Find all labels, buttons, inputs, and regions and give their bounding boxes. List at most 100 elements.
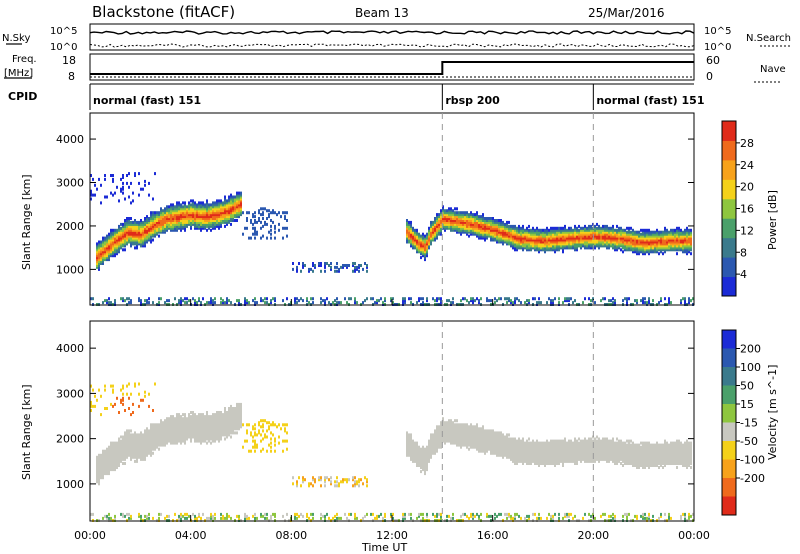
power-cell: [224, 211, 226, 215]
power-cell: [96, 246, 98, 250]
power-cell: [484, 236, 486, 240]
power-cell: [622, 234, 624, 238]
velocity-cell: [432, 433, 434, 437]
power-cell: [186, 220, 188, 224]
velocity-cell: [366, 480, 368, 484]
power-cell: [224, 224, 226, 228]
power-cell: [678, 228, 680, 232]
power-cell: [128, 217, 130, 220]
velocity-cell: [158, 443, 160, 447]
power-cell: [192, 201, 194, 205]
power-cell: [222, 211, 224, 215]
velocity-cell: [430, 443, 432, 447]
power-cell: [168, 226, 170, 230]
power-cell: [124, 232, 126, 236]
power-cell: [416, 242, 418, 246]
velocity-cell: [112, 443, 114, 447]
power-cell: [494, 219, 496, 222]
power-cell: [116, 240, 118, 244]
power-cell: [104, 254, 106, 258]
velocity-cell: [156, 425, 158, 429]
power-cell: [216, 199, 218, 203]
velocity-cell: [118, 457, 120, 461]
power-cell: [624, 238, 626, 242]
power-cell: [642, 242, 644, 246]
power-cell: [476, 217, 478, 220]
power-cell: [440, 232, 442, 236]
power-cell: [622, 246, 624, 250]
power-colorbar-swatch: [722, 237, 736, 258]
power-cell: [580, 240, 582, 244]
power-cell: [146, 299, 148, 303]
power-cell: [206, 203, 208, 207]
velocity-cell: [362, 482, 364, 486]
power-cell: [146, 234, 148, 238]
velocity-cell: [212, 425, 214, 429]
power-cell: [176, 215, 178, 219]
power-cell: [488, 219, 490, 222]
velocity-cell: [168, 435, 170, 439]
velocity-cell: [412, 447, 414, 451]
velocity-cell: [434, 449, 436, 453]
velocity-cell: [414, 453, 416, 457]
velocity-cell: [170, 439, 172, 443]
power-cell: [600, 299, 602, 303]
velocity-cell: [224, 433, 226, 437]
velocity-cell: [222, 516, 224, 520]
power-cell: [560, 226, 562, 230]
power-cell: [508, 232, 510, 236]
power-cell: [274, 211, 276, 215]
power-cell: [148, 193, 150, 197]
power-cell: [566, 299, 568, 303]
power-cell: [660, 240, 662, 244]
power-cell: [680, 240, 682, 244]
power-cell: [594, 246, 596, 250]
velocity-cell: [224, 409, 226, 412]
power-cell: [152, 238, 154, 242]
power-cell: [214, 203, 216, 207]
velocity-cell: [128, 449, 130, 453]
velocity-cell: [230, 425, 232, 429]
velocity-cell: [152, 437, 154, 441]
power-cell: [460, 213, 462, 217]
power-cell: [450, 215, 452, 219]
power-cell: [658, 232, 660, 236]
power-cell: [450, 207, 452, 211]
power-cell: [114, 246, 116, 250]
power-cell: [516, 238, 518, 242]
power-cell: [174, 209, 176, 213]
power-cell: [470, 226, 472, 230]
power-cell: [486, 217, 488, 220]
velocity-cell: [192, 423, 194, 427]
velocity-cell: [230, 421, 232, 425]
power-cell: [646, 248, 648, 252]
velocity-cell: [150, 437, 152, 441]
power-cell: [566, 234, 568, 238]
power-cell: [212, 301, 214, 305]
power-cell: [120, 187, 122, 191]
velocity-cell: [248, 423, 250, 427]
power-cell: [420, 246, 422, 250]
power-cell: [122, 240, 124, 244]
power-cell: [476, 228, 478, 232]
power-cell: [560, 240, 562, 244]
power-cell: [422, 301, 424, 305]
power-cell: [232, 207, 234, 211]
power-cell: [338, 301, 340, 305]
power-cell: [626, 301, 628, 305]
power-cell: [358, 264, 360, 267]
power-cell: [436, 219, 438, 222]
velocity-cell: [180, 419, 182, 423]
power-cell: [132, 230, 134, 234]
power-cell: [676, 238, 678, 242]
power-cell: [480, 222, 482, 226]
power-cell: [466, 215, 468, 219]
power-cell: [412, 226, 414, 230]
power-cell: [312, 269, 314, 273]
power-cell: [620, 228, 622, 232]
power-cell: [478, 228, 480, 232]
power-cell: [110, 244, 112, 248]
power-cell: [174, 222, 176, 226]
velocity-cell: [184, 441, 186, 445]
power-cell: [228, 215, 230, 219]
